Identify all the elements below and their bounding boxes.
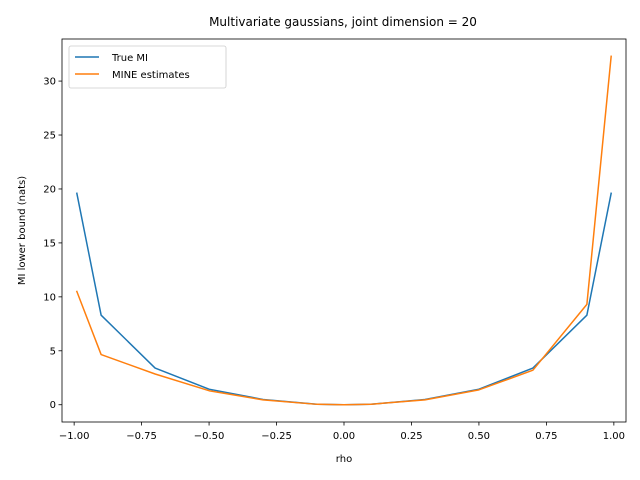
- y-tick-label: 15: [43, 238, 56, 249]
- x-tick-label: −0.75: [126, 431, 157, 442]
- x-tick-label: 0.75: [535, 431, 557, 442]
- y-axis-ticks: 0 5 10 15 20 25 30: [43, 77, 62, 411]
- y-tick-label: 5: [50, 346, 56, 357]
- legend-box: [68, 45, 227, 89]
- x-tick-label: −1.00: [59, 431, 90, 442]
- y-tick-label: 10: [43, 292, 56, 303]
- plot-area: −1.00 −0.75 −0.50 −0.25 0.00 0.25 0.50 0.75 1.00…: [43, 38, 627, 442]
- x-tick-label: 0.00: [333, 431, 355, 442]
- axes-frame: [61, 38, 627, 423]
- series-line-2: [75, 55, 612, 406]
- legend: True MI MINE estimates: [68, 45, 227, 89]
- x-axis-ticks: −1.00 −0.75 −0.50 −0.25 0.00 0.25 0.50 0.75 1.00: [59, 422, 625, 442]
- series-line-1: [75, 192, 613, 406]
- y-tick-label: 25: [43, 131, 56, 142]
- x-tick-label: 1.00: [603, 431, 625, 442]
- chart-title: Multivariate gaussians, joint dimension …: [209, 15, 477, 29]
- y-axis-label: MI lower bound (nats): [17, 176, 28, 285]
- y-tick-label: 30: [43, 77, 56, 88]
- legend-label-1: True MI: [111, 53, 148, 64]
- y-tick-label: 20: [43, 184, 56, 195]
- x-tick-label: 0.50: [468, 431, 490, 442]
- legend-label-2: MINE estimates: [112, 70, 190, 81]
- y-tick-label: 0: [50, 400, 56, 411]
- x-tick-label: 0.25: [400, 431, 422, 442]
- x-axis-label: rho: [336, 454, 352, 465]
- series-layer: [75, 55, 613, 406]
- x-tick-label: −0.50: [194, 431, 225, 442]
- x-tick-label: −0.25: [261, 431, 292, 442]
